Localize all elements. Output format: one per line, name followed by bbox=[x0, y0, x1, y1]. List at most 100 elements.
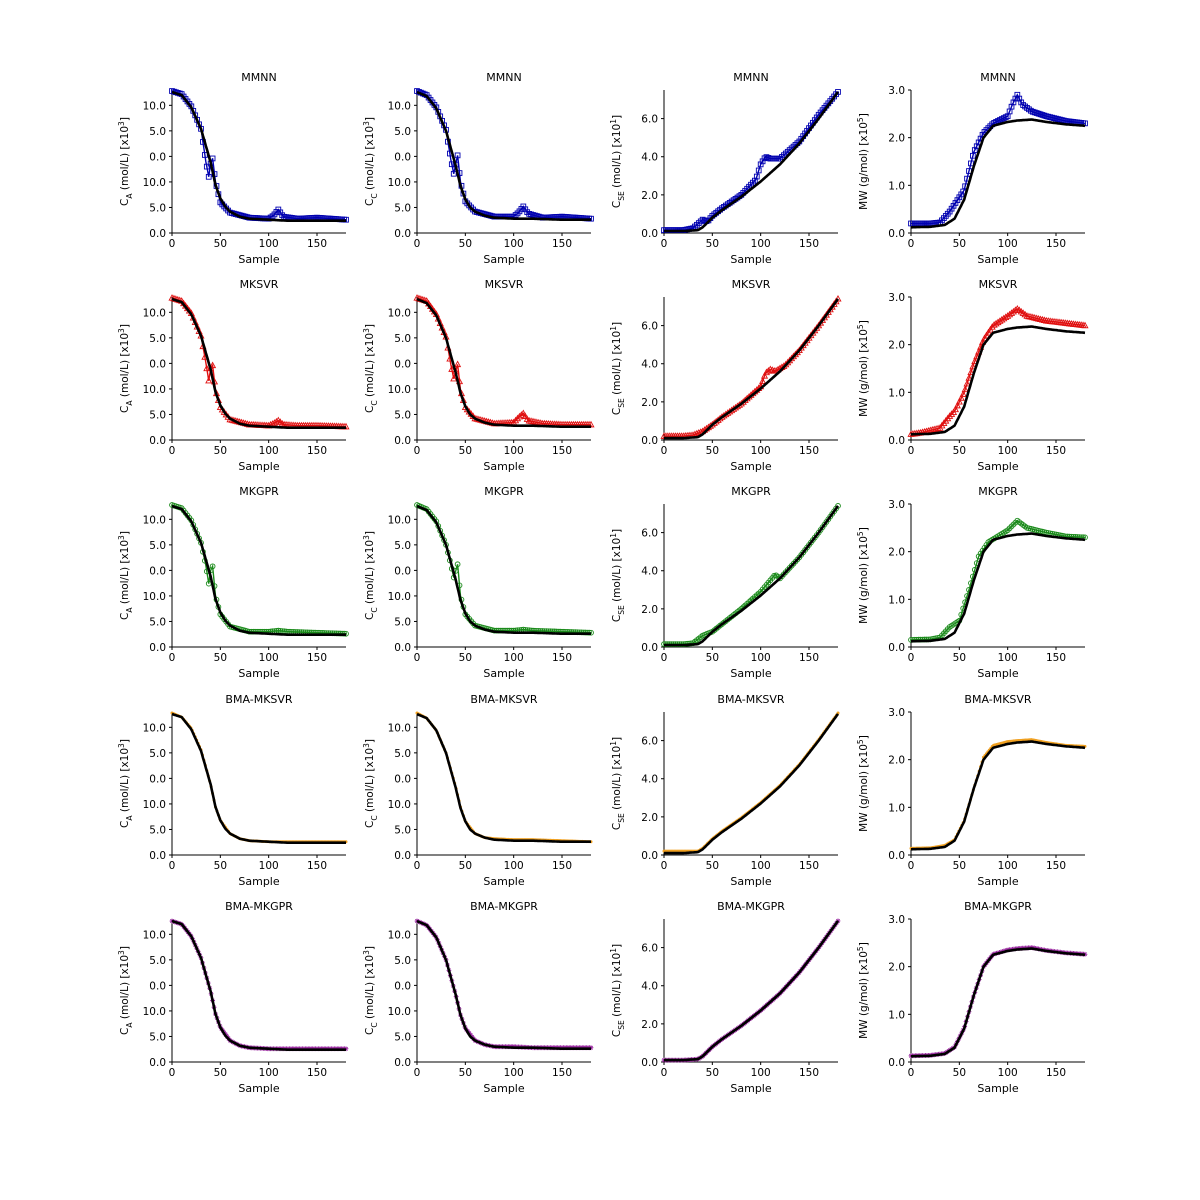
subplot-bma-mksvr-mw: BMA-MKSVR 0 50 100 150 Sample 0.0 1.0 2.0 3.0 MW (… bbox=[856, 693, 1087, 888]
x-tick-label: 50 bbox=[953, 445, 966, 457]
x-tick-label: 0 bbox=[661, 860, 668, 872]
x-tick-label: 100 bbox=[504, 1067, 524, 1079]
y-axis-label: CA (mol/L) [x103] bbox=[117, 117, 134, 206]
estimate-series-markers bbox=[907, 304, 1089, 437]
estimate-point bbox=[958, 191, 965, 198]
estimate-series-markers bbox=[170, 711, 348, 844]
y-label-unit: (mol/L) [x10 bbox=[119, 748, 131, 816]
y-axis-label: CA (mol/L) [x103] bbox=[117, 946, 134, 1035]
y-tick-label: 0.0 bbox=[394, 980, 411, 992]
y-tick-label: 0.0 bbox=[641, 435, 658, 447]
x-tick-label: 150 bbox=[799, 445, 819, 457]
y-tick-label: 5.0 bbox=[149, 540, 166, 552]
estimate-point bbox=[1051, 115, 1057, 121]
y-tick-label: 0.0 bbox=[394, 228, 411, 240]
y-label-exponent: 1 bbox=[609, 741, 618, 746]
y-label-close: ] bbox=[611, 944, 623, 948]
y-axis-label: CSE (mol/L) [x101] bbox=[609, 944, 626, 1037]
y-tick-label: 0.0 bbox=[888, 228, 905, 240]
y-tick-label: 0.0 bbox=[888, 435, 905, 447]
estimate-series-markers bbox=[414, 502, 594, 636]
estimate-point bbox=[448, 365, 456, 372]
y-tick-label: 1.0 bbox=[888, 802, 905, 814]
y-label-main: C bbox=[364, 199, 376, 206]
estimate-point bbox=[1011, 306, 1019, 313]
y-axis-label: MW (g/mol) [x105] bbox=[856, 735, 870, 832]
y-tick-label: 10.0 bbox=[388, 799, 411, 811]
y-label-subscript: A bbox=[125, 400, 134, 406]
estimate-point bbox=[1057, 116, 1063, 123]
y-axis-label: CC (mol/L) [x103] bbox=[362, 739, 379, 828]
y-tick-label: 5.0 bbox=[394, 955, 411, 967]
y-tick-label: 0.0 bbox=[149, 435, 166, 447]
estimate-point bbox=[946, 412, 954, 419]
estimate-point bbox=[1016, 95, 1023, 102]
x-tick-label: 0 bbox=[661, 238, 668, 250]
y-tick-label: 4.0 bbox=[641, 981, 658, 993]
subplot-bma-mksvr-cse: BMA-MKSVR 0 50 100 150 Sample 0.0 2.0 4.0 6.0 CSE … bbox=[609, 693, 840, 888]
y-label-unit: MW (g/mol) [x10 bbox=[858, 951, 870, 1039]
y-tick-label: 5.0 bbox=[394, 540, 411, 552]
reference-series-line bbox=[663, 505, 840, 647]
y-tick-label: 10.0 bbox=[388, 384, 411, 396]
x-tick-label: 50 bbox=[214, 238, 227, 250]
subplot-bma-mkgpr-cc: BMA-MKGPR 0 50 100 150 Sample 0.0 5.0 10.0 0.0 5.0… bbox=[362, 900, 594, 1095]
y-tick-label: 0.0 bbox=[888, 1057, 905, 1069]
y-label-exponent: 5 bbox=[856, 946, 865, 951]
x-tick-label: 150 bbox=[307, 445, 327, 457]
x-tick-label: 50 bbox=[953, 860, 966, 872]
y-tick-label: 10.0 bbox=[388, 591, 411, 603]
x-tick-label: 50 bbox=[953, 238, 966, 250]
estimate-point bbox=[757, 161, 764, 168]
y-tick-label: 10.0 bbox=[143, 177, 166, 189]
y-tick-label: 10.0 bbox=[143, 307, 166, 319]
estimate-point bbox=[1010, 99, 1017, 106]
y-label-exponent: 1 bbox=[609, 533, 618, 538]
x-axis-label: Sample bbox=[238, 253, 279, 266]
subplot-mkgpr-ca: MKGPR 0 50 100 150 Sample 0.0 5.0 10.0 0.0 5.0 10.0… bbox=[117, 485, 349, 680]
y-label-subscript: C bbox=[370, 815, 379, 820]
y-label-close: ] bbox=[364, 117, 376, 121]
y-tick-label: 10.0 bbox=[143, 1006, 166, 1018]
estimate-series-markers bbox=[661, 503, 841, 647]
y-label-unit: (mol/L) [x10 bbox=[364, 540, 376, 608]
x-axis-label: Sample bbox=[238, 460, 279, 473]
y-label-subscript: A bbox=[125, 815, 134, 821]
x-tick-label: 0 bbox=[414, 445, 421, 457]
y-tick-label: 10.0 bbox=[388, 100, 411, 112]
estimate-series-line bbox=[664, 505, 839, 645]
y-label-exponent: 3 bbox=[117, 950, 126, 955]
subplot-mksvr-mw: MKSVR 0 50 100 150 Sample 0.0 1.0 2.0 3.0 MW (g/mo… bbox=[856, 278, 1089, 473]
estimate-point bbox=[765, 155, 772, 161]
subplot-bma-mkgpr-mw: BMA-MKGPR 0 50 100 150 Sample 0.0 1.0 2.0 3.0 MW (… bbox=[856, 900, 1088, 1095]
y-tick-label: 2.0 bbox=[641, 397, 658, 409]
x-tick-label: 50 bbox=[214, 1067, 227, 1079]
y-label-unit: (mol/L) [x10 bbox=[119, 955, 131, 1023]
reference-series-line bbox=[910, 532, 1086, 643]
y-tick-label: 2.0 bbox=[888, 133, 905, 145]
y-label-exponent: 5 bbox=[856, 117, 865, 122]
y-tick-label: 2.0 bbox=[888, 755, 905, 767]
y-label-close: ] bbox=[611, 529, 623, 533]
y-label-close: ] bbox=[858, 113, 870, 117]
y-label-close: ] bbox=[119, 739, 131, 743]
estimate-point bbox=[759, 158, 766, 165]
x-tick-label: 100 bbox=[259, 652, 279, 664]
estimate-point bbox=[835, 503, 841, 509]
reference-series-line bbox=[663, 713, 840, 855]
y-label-unit: (mol/L) [x10 bbox=[611, 538, 623, 606]
y-tick-label: 6.0 bbox=[641, 114, 658, 126]
y-label-subscript: C bbox=[370, 400, 379, 405]
y-tick-label: 10.0 bbox=[388, 177, 411, 189]
estimate-series-line bbox=[171, 297, 346, 428]
y-tick-label: 0.0 bbox=[888, 642, 905, 654]
y-label-exponent: 1 bbox=[609, 119, 618, 124]
estimate-series-line bbox=[664, 712, 839, 852]
x-tick-label: 50 bbox=[214, 652, 227, 664]
y-tick-label: 3.0 bbox=[888, 914, 905, 926]
x-tick-label: 50 bbox=[459, 652, 472, 664]
y-tick-label: 3.0 bbox=[888, 85, 905, 97]
x-axis-label: Sample bbox=[483, 253, 524, 266]
subplot-title: BMA-MKSVR bbox=[717, 693, 785, 706]
estimate-series-line bbox=[664, 91, 839, 231]
